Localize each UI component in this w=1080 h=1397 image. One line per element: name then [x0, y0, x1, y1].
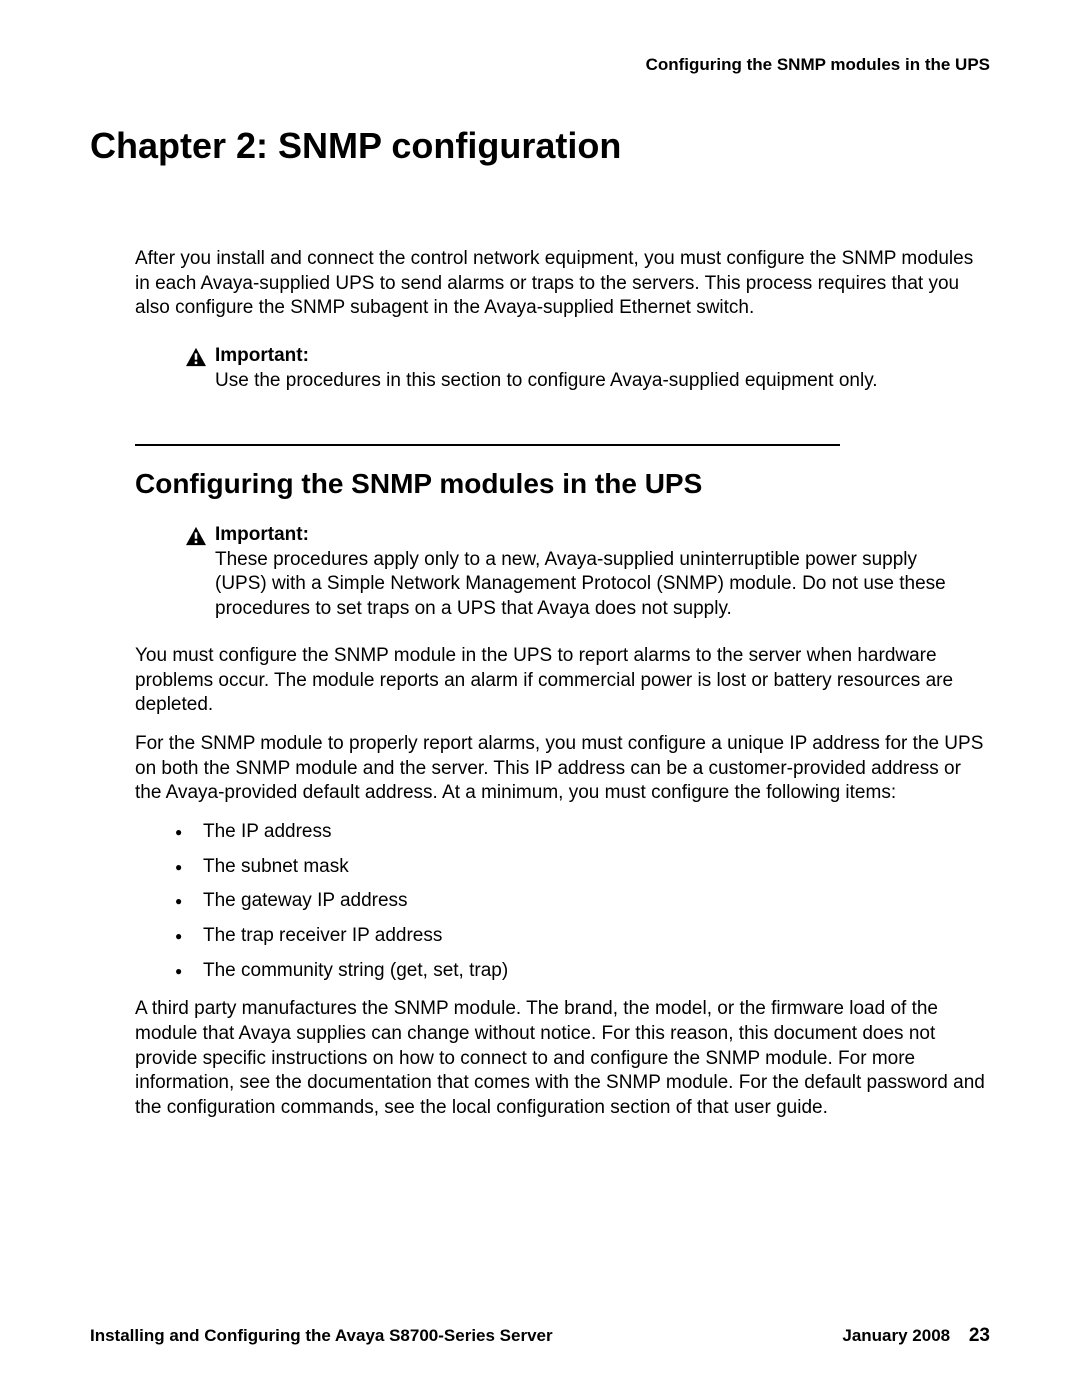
- list-item: The subnet mask: [175, 855, 990, 880]
- note-text: Use the procedures in this section to co…: [215, 370, 878, 391]
- body-paragraph-2: For the SNMP module to properly report a…: [135, 732, 990, 806]
- list-item: The IP address: [175, 820, 990, 845]
- note-content: Important: Use the procedures in this se…: [215, 345, 960, 394]
- warning-icon: [185, 347, 207, 372]
- intro-paragraph: After you install and connect the contro…: [135, 247, 990, 321]
- note-label: Important:: [215, 345, 960, 367]
- note-label: Important:: [215, 524, 960, 546]
- important-note-2: Important: These procedures apply only t…: [185, 524, 960, 622]
- configuration-items-list: The IP address The subnet mask The gatew…: [175, 820, 990, 983]
- important-note-1: Important: Use the procedures in this se…: [185, 345, 960, 394]
- document-page: Configuring the SNMP modules in the UPS …: [0, 0, 1080, 1397]
- chapter-title: Chapter 2: SNMP configuration: [90, 125, 990, 167]
- warning-icon: [185, 526, 207, 551]
- note-text: These procedures apply only to a new, Av…: [215, 549, 946, 619]
- body-paragraph-3: A third party manufactures the SNMP modu…: [135, 997, 990, 1120]
- section-title: Configuring the SNMP modules in the UPS: [135, 468, 990, 500]
- list-item: The gateway IP address: [175, 889, 990, 914]
- list-item: The trap receiver IP address: [175, 924, 990, 949]
- body-paragraph-1: You must configure the SNMP module in th…: [135, 644, 990, 718]
- page-number: 23: [969, 1325, 990, 1346]
- footer-date: January 2008: [842, 1326, 950, 1345]
- running-header: Configuring the SNMP modules in the UPS: [90, 55, 990, 75]
- list-item: The community string (get, set, trap): [175, 959, 990, 984]
- note-content: Important: These procedures apply only t…: [215, 524, 960, 622]
- footer-right: January 2008 23: [842, 1325, 990, 1347]
- section-divider: [135, 444, 840, 446]
- page-footer: Installing and Configuring the Avaya S87…: [90, 1325, 990, 1347]
- footer-doc-title: Installing and Configuring the Avaya S87…: [90, 1326, 553, 1346]
